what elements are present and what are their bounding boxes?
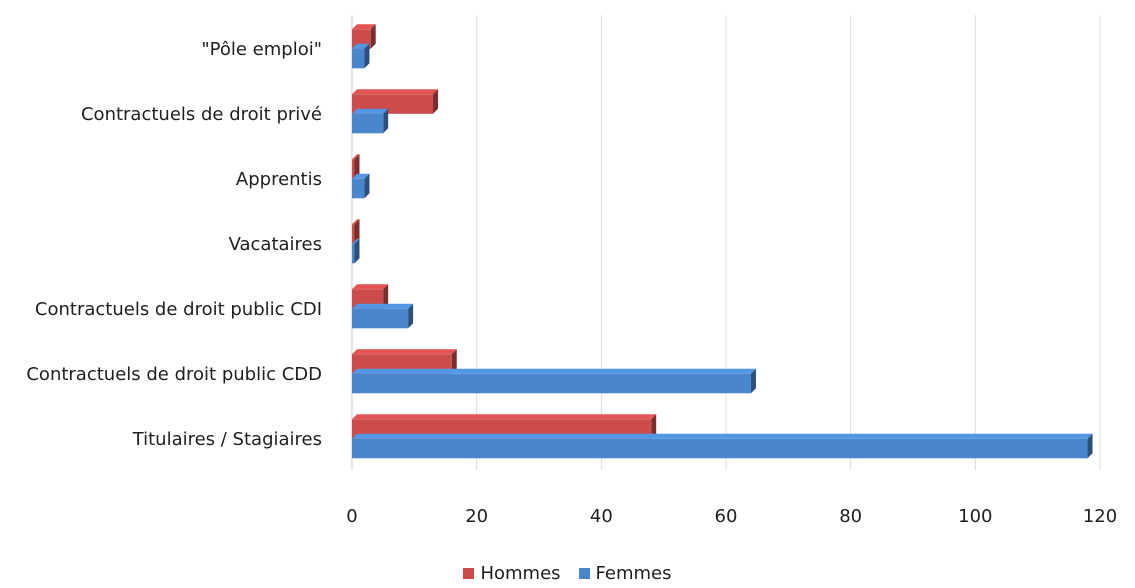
category-label: Contractuels de droit public CDD [26, 364, 322, 385]
bar-top-face [352, 89, 439, 95]
bar-femmes [352, 238, 360, 264]
x-tick-label-120: 120 [1083, 506, 1117, 527]
bar-top-face [352, 219, 360, 225]
gridlines [351, 15, 1101, 470]
x-tick-label-80: 80 [839, 506, 862, 527]
x-axis-ticks: 0 20 40 60 80 100 120 [346, 506, 1117, 527]
legend-label-femmes: Femmes [595, 562, 672, 584]
category-label: Apprentis [236, 169, 322, 190]
x-tick-label-60: 60 [715, 506, 738, 527]
legend-item-femmes: Femmes [578, 562, 672, 584]
bar-front-face [352, 159, 355, 179]
bar-top-face [352, 303, 414, 309]
bar-top-face [352, 24, 376, 30]
bar-femmes [352, 368, 756, 394]
x-tick-label-0: 0 [346, 506, 357, 527]
category-label: Vacataires [229, 234, 322, 255]
bar-femmes [352, 303, 414, 329]
bar-side-face [383, 108, 389, 134]
bar-side-face [408, 303, 414, 329]
bar-side-face [651, 414, 657, 439]
bar-front-face [352, 438, 1088, 459]
category-label: "Pôle emploi" [201, 39, 322, 60]
bar-top-face [352, 284, 389, 290]
bar-femmes [352, 173, 370, 199]
bar-top-face [352, 154, 360, 160]
bar-top-face [352, 173, 370, 179]
x-tick-label-20: 20 [465, 506, 488, 527]
legend-swatch-femmes [578, 567, 590, 579]
bar-front-face [352, 308, 409, 329]
bar-femmes [352, 108, 389, 134]
bar-side-face [370, 24, 376, 49]
bar-top-face [352, 349, 457, 355]
x-tick-label-100: 100 [958, 506, 992, 527]
bar-side-face [364, 173, 370, 199]
bar-side-face [750, 368, 756, 394]
legend-item-hommes: Hommes [463, 562, 561, 584]
bar-front-face [352, 113, 384, 134]
legend-label-hommes: Hommes [480, 562, 561, 584]
bar-front-face [352, 373, 751, 394]
bar-side-face [354, 219, 360, 244]
bars [352, 24, 1093, 459]
legend: Hommes Femmes [0, 560, 1135, 586]
bar-hommes [352, 219, 360, 244]
bar-side-face [354, 238, 360, 264]
bar-top-face [352, 108, 389, 114]
category-label: Contractuels de droit privé [81, 104, 322, 125]
bar-front-face [352, 243, 355, 264]
bar-top-face [352, 238, 360, 244]
bar-top-face [352, 433, 1093, 439]
category-label: Titulaires / Stagiaires [132, 429, 322, 450]
legend-swatch-hommes [463, 567, 475, 579]
bar-front-face [352, 178, 365, 199]
x-tick-label-40: 40 [590, 506, 613, 527]
bar-front-face [352, 224, 355, 244]
bar-side-face [433, 89, 439, 114]
category-labels: "Pôle emploi" Contractuels de droit privé… [26, 39, 322, 450]
bar-chart: 0 20 40 60 80 100 120 "Pôle emploi" Contractuel… [26, 15, 1117, 527]
bar-side-face [383, 284, 389, 309]
bar-side-face [451, 349, 457, 374]
bar-femmes [352, 43, 370, 69]
bar-hommes [352, 154, 360, 179]
bar-top-face [352, 368, 756, 374]
bar-side-face [364, 43, 370, 69]
bar-front-face [352, 48, 365, 69]
category-label: Contractuels de droit public CDI [35, 299, 322, 320]
bar-femmes [352, 433, 1093, 459]
bar-top-face [352, 43, 370, 49]
bar-top-face [352, 414, 657, 420]
bar-side-face [1087, 433, 1093, 459]
bar-side-face [354, 154, 360, 179]
